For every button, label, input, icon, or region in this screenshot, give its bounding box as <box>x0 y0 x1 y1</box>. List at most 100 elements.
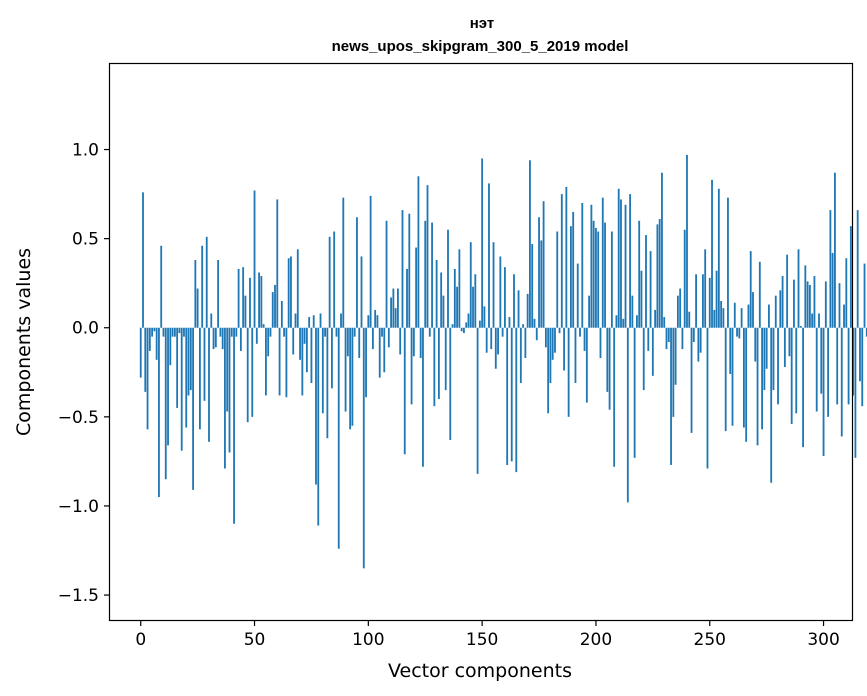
bar <box>754 327 757 362</box>
bar <box>533 318 536 328</box>
bar <box>305 327 308 373</box>
bar <box>761 327 763 430</box>
bar <box>397 288 399 328</box>
bar <box>210 313 213 328</box>
bar <box>638 220 641 328</box>
bar <box>310 327 313 383</box>
bar <box>515 327 518 473</box>
bar <box>783 327 786 367</box>
bar <box>640 270 643 328</box>
bar <box>453 268 456 328</box>
bar <box>727 197 729 328</box>
bar <box>519 327 522 383</box>
bar <box>808 284 811 328</box>
bar <box>702 274 704 328</box>
bar <box>406 268 408 328</box>
bar <box>189 327 192 391</box>
bar <box>822 327 825 457</box>
bar <box>531 243 534 328</box>
bar <box>214 327 217 348</box>
y-axis-label: Components values <box>13 248 35 436</box>
x-tick-label: 300 <box>807 630 839 650</box>
bar <box>208 327 210 442</box>
bar <box>226 327 229 412</box>
bar <box>585 327 588 403</box>
bar <box>829 210 832 328</box>
bar <box>574 327 577 383</box>
bar <box>859 327 861 382</box>
bar <box>590 204 593 328</box>
bar <box>522 324 525 328</box>
bar <box>360 256 363 328</box>
bar <box>385 220 388 328</box>
bar <box>667 327 670 342</box>
bar <box>494 327 497 369</box>
bar <box>369 195 372 328</box>
bar <box>442 295 445 328</box>
bar <box>431 222 433 328</box>
bar <box>629 194 631 328</box>
bar <box>258 272 260 328</box>
bar <box>237 268 240 328</box>
bar <box>203 327 206 401</box>
bar <box>738 327 741 339</box>
bars-group <box>139 154 867 569</box>
bar <box>283 327 286 337</box>
bar <box>834 172 836 328</box>
bar <box>579 327 581 337</box>
bar <box>274 284 276 328</box>
bar <box>230 327 233 337</box>
bar <box>542 201 545 328</box>
bar <box>690 327 693 433</box>
bar <box>768 304 770 328</box>
bar <box>510 327 513 462</box>
bar <box>699 327 702 353</box>
bar <box>265 327 267 396</box>
bar <box>597 231 600 328</box>
bar <box>606 327 609 392</box>
bar <box>242 267 245 328</box>
bar <box>474 274 477 328</box>
bar <box>708 277 711 328</box>
y-tick-label: −1.5 <box>58 586 99 606</box>
bar <box>292 327 295 355</box>
x-axis-ticks: 0 50 100 150 200 250 300 <box>135 620 840 650</box>
bar <box>793 279 795 328</box>
bar <box>649 251 652 328</box>
bar <box>180 327 183 451</box>
y-axis-ticks: −1.5 −1.0 −0.5 0.0 0.5 1.0 <box>58 141 110 606</box>
bar <box>856 210 859 328</box>
bar <box>624 204 627 328</box>
bar <box>144 327 147 392</box>
bar <box>456 286 459 328</box>
bar <box>394 308 397 328</box>
bar <box>253 190 256 328</box>
bar <box>167 327 169 446</box>
bar <box>563 327 565 371</box>
bar <box>613 327 616 467</box>
y-tick-label: 0.5 <box>72 230 99 250</box>
bar <box>615 315 618 328</box>
bar <box>538 217 540 328</box>
bar <box>465 322 468 328</box>
bar <box>508 317 511 328</box>
x-tick-label: 250 <box>694 630 726 650</box>
bar <box>802 327 804 448</box>
bar <box>549 327 552 383</box>
bar <box>838 283 841 328</box>
bar <box>285 327 288 398</box>
bar <box>729 327 732 375</box>
bar <box>419 327 422 359</box>
bar <box>340 313 342 328</box>
bar <box>260 276 263 328</box>
bar <box>799 325 802 328</box>
bar <box>296 249 299 328</box>
bar <box>392 288 395 328</box>
bar <box>344 327 347 412</box>
bar <box>774 295 777 328</box>
bar <box>321 327 324 414</box>
bar <box>251 327 254 417</box>
bar <box>815 327 818 412</box>
bar <box>276 199 279 328</box>
bar <box>233 327 235 524</box>
